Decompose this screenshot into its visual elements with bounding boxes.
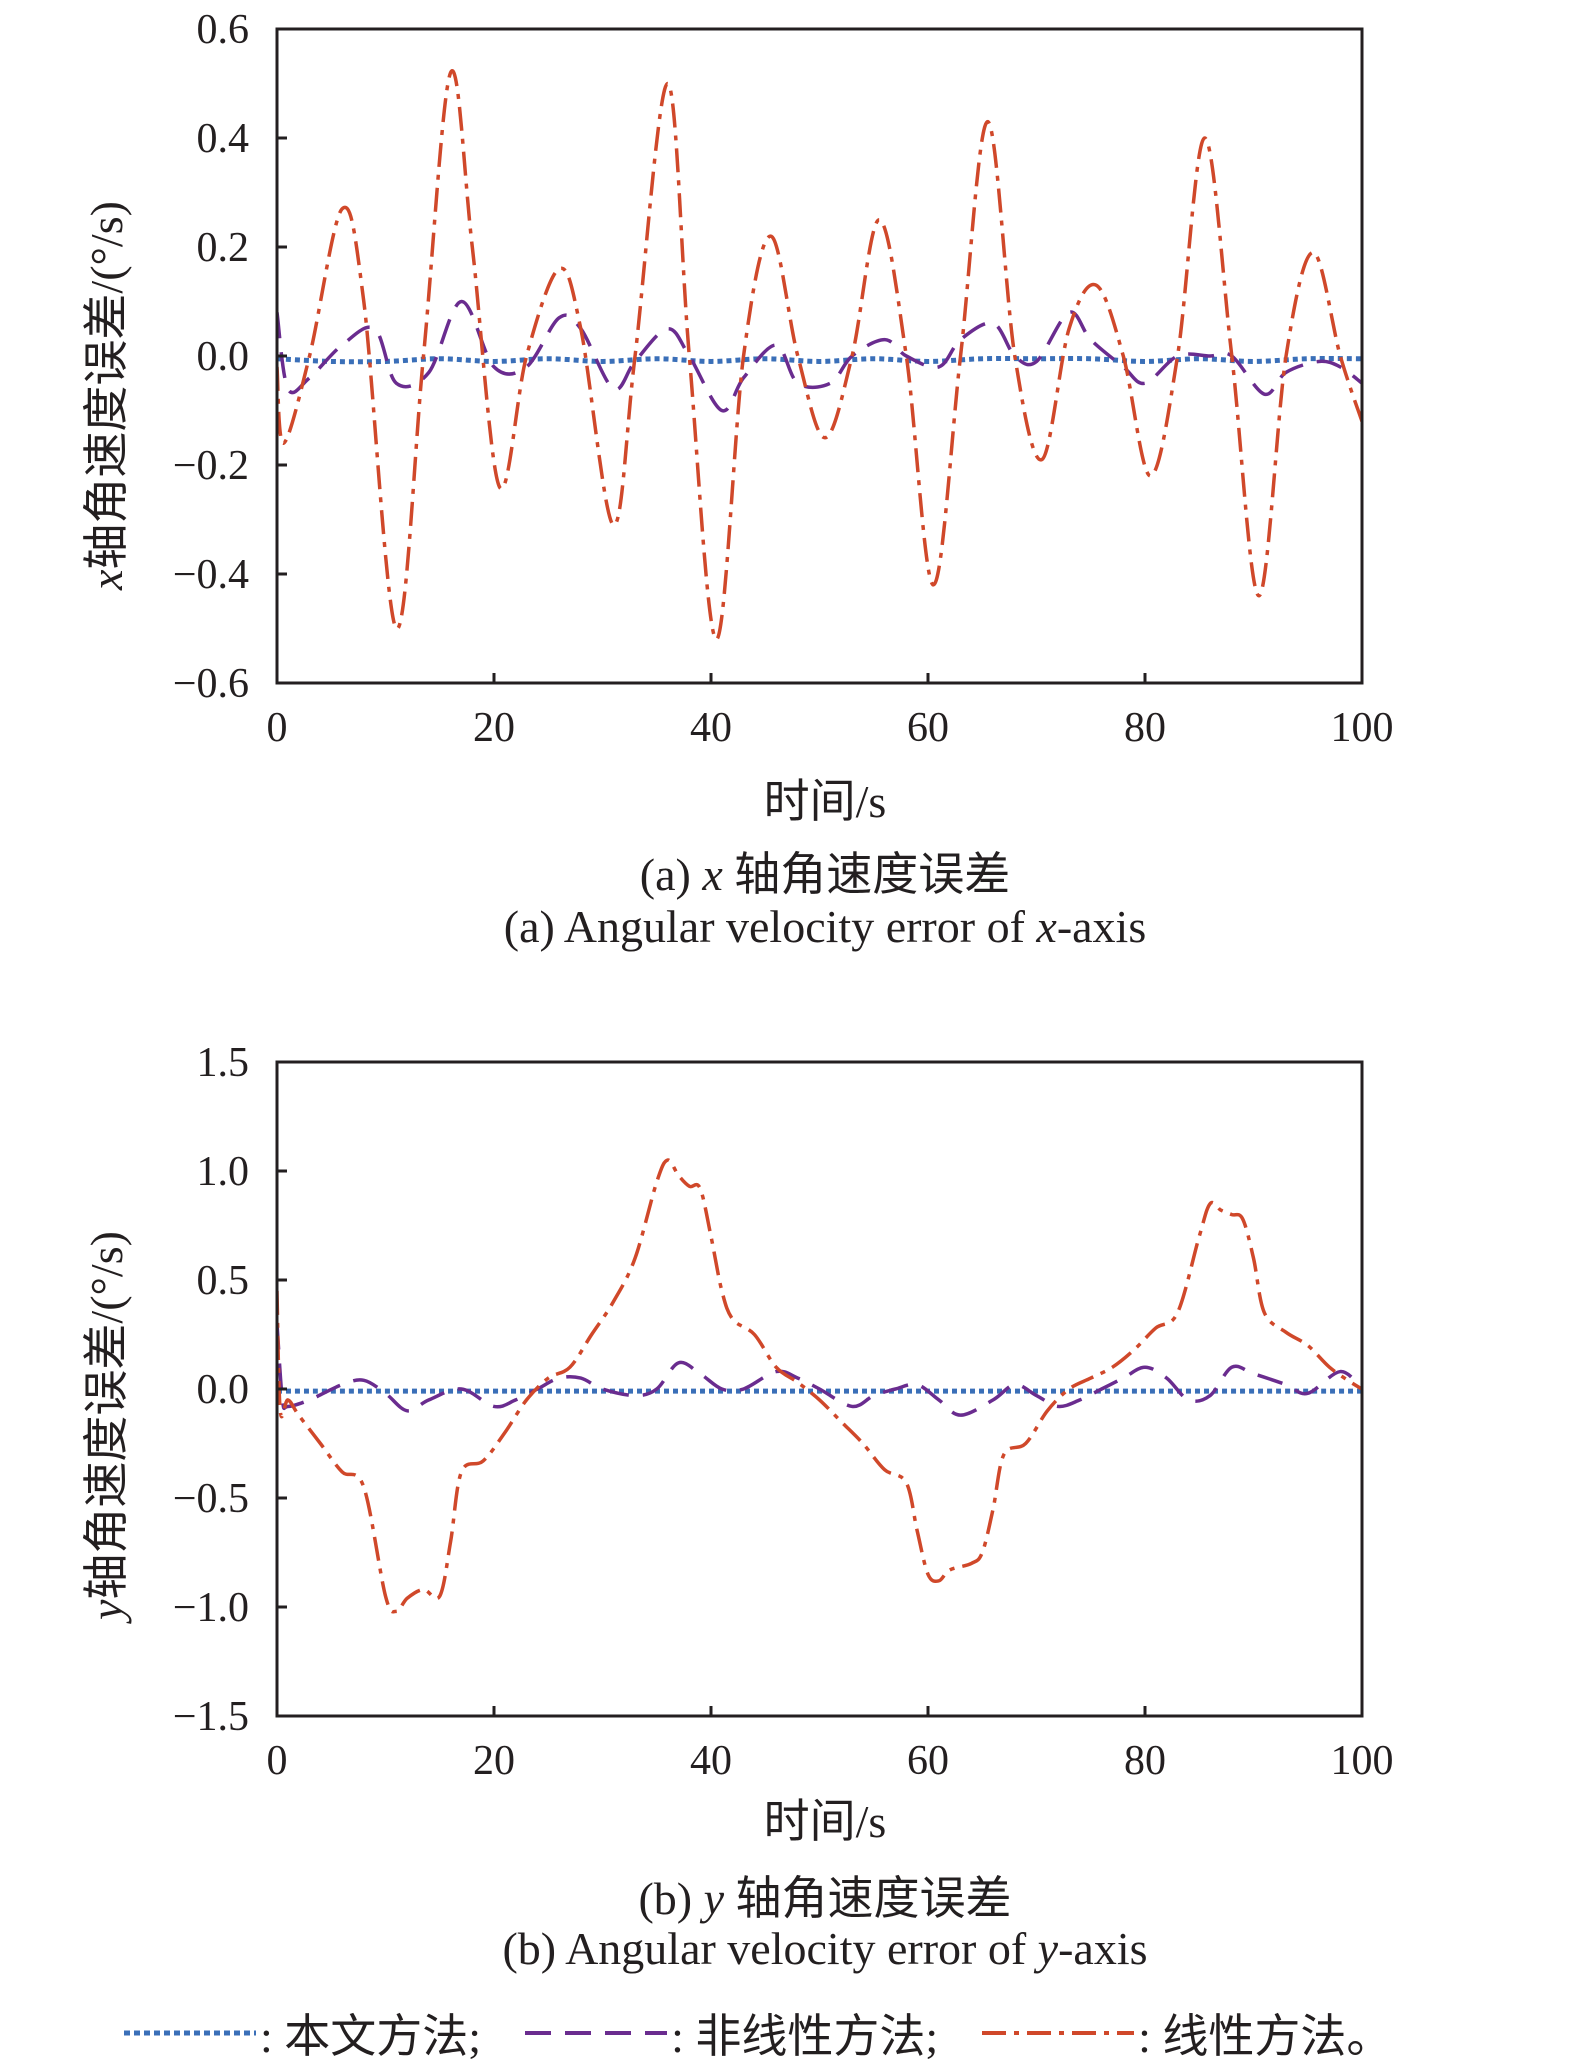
- x-axis-label-a: 时间/s: [763, 776, 887, 827]
- x-tick-label: 60: [907, 1738, 949, 1784]
- x-tick-label: 0: [267, 1738, 288, 1784]
- legend-item-linear: : 线性方法。: [978, 2000, 1392, 2066]
- caption-var: x: [1036, 901, 1057, 952]
- caption-text: 轴角速度误差: [724, 1873, 1012, 1924]
- x-tick-label: 80: [1124, 705, 1166, 751]
- x-tick-label: 40: [690, 1738, 732, 1784]
- plot-1: 0 20 40 60 80 100 −1.5 −1.0 −0.5 0.0 0.5 1.0 1.5: [173, 1040, 1394, 1784]
- x-tick-label: 80: [1124, 1738, 1166, 1784]
- series-linear: [277, 1158, 1362, 1614]
- x-axis-label-b: 时间/s: [763, 1796, 887, 1847]
- caption-prefix: (a) Angular velocity error of: [503, 901, 1037, 952]
- caption-en-a: (a) Angular velocity error of x-axis: [0, 900, 1575, 953]
- series-nonlinear: [277, 1323, 1362, 1417]
- y-axis-label-a: x轴角速度误差/(°/s): [70, 201, 136, 590]
- x-tick-label: 20: [473, 705, 515, 751]
- y-tick-label: −0.6: [173, 661, 249, 707]
- caption-prefix: (b): [638, 1873, 704, 1924]
- legend-swatch-dashdot: [982, 2031, 1135, 2035]
- y-axis-label-b: y轴角速度误差/(°/s): [70, 1231, 136, 1620]
- legend-item-nonlinear: : 非线性方法;: [521, 2000, 938, 2066]
- caption-var: y: [703, 1873, 725, 1924]
- legend-label: : 线性方法。: [1138, 2011, 1393, 2062]
- y-tick-label: 0.4: [197, 116, 250, 162]
- x-tick-label: 0: [267, 705, 288, 751]
- legend-label: : 非线性方法;: [671, 2011, 939, 2062]
- y-tick-label: 1.5: [197, 1040, 250, 1086]
- y-tick-label: −0.5: [173, 1476, 249, 1522]
- x-tick-label: 100: [1331, 1738, 1394, 1784]
- caption-var: y: [1037, 1923, 1059, 1974]
- legend-item-proposed: : 本文方法;: [120, 2000, 481, 2066]
- x-tick-label: 60: [907, 705, 949, 751]
- caption-cn-a: (a) x 轴角速度误差: [0, 838, 1575, 904]
- x-tick-label: 20: [473, 1738, 515, 1784]
- y-tick-label: −1.0: [173, 1585, 249, 1631]
- x-tick-label: 40: [690, 705, 732, 751]
- caption-text: 轴角速度误差: [722, 849, 1011, 900]
- caption-suffix: -axis: [1056, 901, 1147, 952]
- y-axis-var: x: [81, 569, 132, 590]
- y-axis-var: y: [81, 1599, 132, 1620]
- y-tick-label: 0.6: [197, 7, 250, 53]
- y-axis-label-text: 轴角速度误差/(°/s): [81, 201, 132, 570]
- x-tick-label: 100: [1331, 705, 1394, 751]
- series-linear: [277, 69, 1362, 642]
- plot-0: 0 20 40 60 80 100 −0.6 −0.4 −0.2 0.0 0.2 0.4 0.6: [173, 7, 1394, 751]
- caption-en-b: (b) Angular velocity error of y-axis: [0, 1922, 1575, 1975]
- y-tick-label: −0.2: [173, 443, 249, 489]
- legend-label: : 本文方法;: [260, 2011, 482, 2062]
- y-tick-label: 0.5: [197, 1258, 250, 1304]
- caption-suffix: -axis: [1058, 1923, 1148, 1974]
- caption-var: x: [702, 849, 723, 900]
- y-axis-label-text: 轴角速度误差/(°/s): [81, 1231, 132, 1600]
- series-nonlinear: [277, 299, 1362, 413]
- y-tick-label: 0.0: [197, 334, 250, 380]
- legend: : 本文方法; : 非线性方法; : 线性方法。: [120, 2000, 1432, 2066]
- y-tick-label: 0.0: [197, 1367, 250, 1413]
- series-proposed: [277, 356, 1362, 365]
- y-tick-label: −1.5: [173, 1694, 249, 1740]
- y-tick-label: 0.2: [197, 225, 250, 271]
- legend-swatch-dotted: [124, 2030, 256, 2036]
- y-tick-label: 1.0: [197, 1149, 250, 1195]
- caption-prefix: (b) Angular velocity error of: [502, 1923, 1038, 1974]
- legend-swatch-dashed: [525, 2031, 668, 2035]
- y-tick-label: −0.4: [173, 552, 249, 598]
- caption-cn-b: (b) y 轴角速度误差: [0, 1862, 1575, 1928]
- caption-prefix: (a): [639, 849, 703, 900]
